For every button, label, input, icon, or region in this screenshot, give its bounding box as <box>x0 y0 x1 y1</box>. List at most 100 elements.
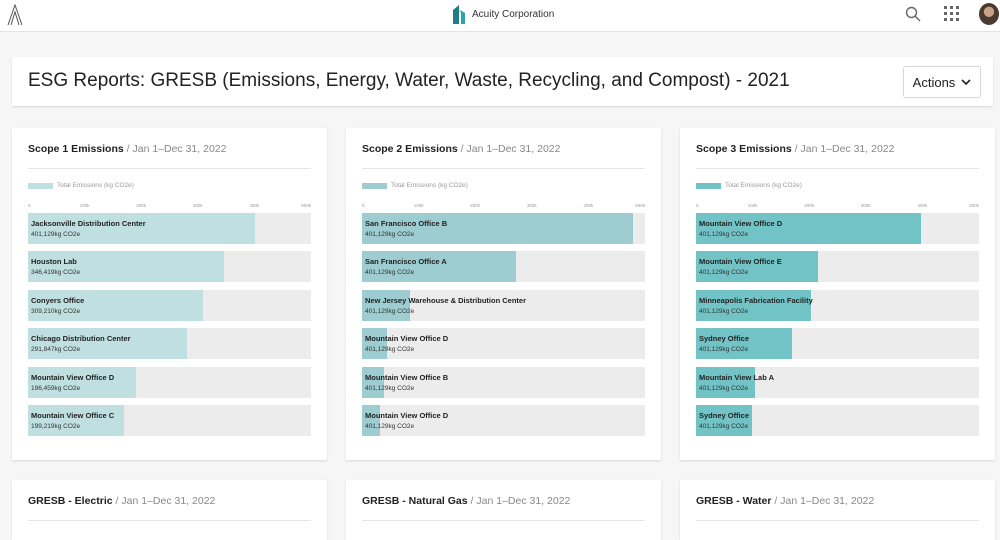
bar-name: New Jersey Warehouse & Distribution Cent… <box>365 295 527 305</box>
x-tick-label: 300k <box>526 203 537 208</box>
bar-value: 309,210kg CO2e <box>31 307 81 315</box>
divider <box>362 520 645 521</box>
x-tick-label: 0 <box>362 203 365 208</box>
bar-value: 401,129kg CO2e <box>699 384 749 392</box>
bar-fill <box>696 213 922 244</box>
chart-card: Scope 3 Emissions / Jan 1–Dec 31, 2022 To… <box>680 128 995 460</box>
divider <box>28 168 311 169</box>
bar-row[interactable]: Conyers Office 309,210kg CO2e <box>28 289 311 321</box>
chart-legend: Total Emissions (kg CO2e) <box>362 182 468 189</box>
brand: Acuity Corporation <box>452 4 554 24</box>
bar-row[interactable]: Mountain View Office D 401,129kg CO2e <box>362 328 645 360</box>
bar-value: 401,129kg CO2e <box>699 307 749 315</box>
x-axis-ticks: 0 100k 200k 300k 400k 500k <box>696 203 979 211</box>
x-tick-label: 200k <box>804 203 815 208</box>
x-axis-ticks: 0 100k 200k 300k 400k 500k <box>362 203 645 211</box>
search-icon[interactable] <box>905 6 921 27</box>
legend-label: Total Emissions (kg CO2e) <box>725 182 802 189</box>
card-period: / Jan 1–Dec 31, 2022 <box>794 143 895 155</box>
bar-row[interactable]: San Francisco Office B 401,129kg CO2e <box>362 213 645 244</box>
legend-label: Total Emissions (kg CO2e) <box>57 182 134 189</box>
bar-name: Chicago Distribution Center <box>31 334 131 344</box>
divider <box>28 520 311 521</box>
bar-row[interactable]: Mountain View Lab A 401,129kg CO2e <box>696 366 979 398</box>
x-tick-label: 100k <box>79 203 90 208</box>
bar-row[interactable]: Houston Lab 346,419kg CO2e <box>28 251 311 283</box>
bar-row[interactable]: Sydney Office 401,129kg CO2e <box>696 328 979 360</box>
card-title-text: GRESB - Electric <box>28 495 113 507</box>
bar-row[interactable]: Mountain View Office D 196,459kg CO2e <box>28 366 311 398</box>
bar-name: Jacksonville Distribution Center <box>31 219 146 228</box>
card-period: / Jan 1–Dec 31, 2022 <box>460 143 561 155</box>
card-title: GRESB - Water / Jan 1–Dec 31, 2022 <box>696 495 874 507</box>
bar-row[interactable]: Sydney Office 401,129kg CO2e <box>696 404 979 436</box>
card-title-text: GRESB - Water <box>696 495 772 507</box>
bar-name: Mountain View Office D <box>31 372 115 382</box>
bar-fill <box>362 404 381 436</box>
chart-legend: Total Emissions (kg CO2e) <box>28 182 134 189</box>
bar-fill <box>696 289 811 321</box>
bar-fill <box>362 289 411 321</box>
x-tick-label: 500k <box>635 203 645 208</box>
bar-name: Mountain View Office D <box>365 410 449 420</box>
card-title: Scope 3 Emissions / Jan 1–Dec 31, 2022 <box>696 143 894 155</box>
bar-fill <box>28 328 188 360</box>
app-logo-icon[interactable] <box>6 3 24 31</box>
x-tick-label: 500k <box>969 203 979 208</box>
bar-row[interactable]: Mountain View Office D 401,129kg CO2e <box>696 213 979 244</box>
top-bar: Acuity Corporation <box>0 0 1000 32</box>
x-tick-label: 0 <box>696 203 699 208</box>
bar-fill <box>362 251 516 283</box>
divider <box>696 168 979 169</box>
chevron-down-icon <box>961 78 971 85</box>
bar-row[interactable]: Mountain View Office B 401,129kg CO2e <box>362 366 645 398</box>
bar-name: Mountain View Office E <box>699 257 782 267</box>
bar-fill <box>362 328 387 360</box>
bar-fill <box>28 366 137 398</box>
chart-card: Scope 2 Emissions / Jan 1–Dec 31, 2022 To… <box>346 128 661 460</box>
bar-row[interactable]: Jacksonville Distribution Center 401,129k… <box>28 213 311 244</box>
bar-fill <box>28 404 125 436</box>
actions-button[interactable]: Actions <box>903 66 981 98</box>
bar-name: Minneapolis Fabrication Facility <box>699 295 813 305</box>
legend-swatch <box>28 182 53 189</box>
brand-name: Acuity Corporation <box>472 8 555 20</box>
bar-fill <box>28 251 225 283</box>
card-title: Scope 2 Emissions / Jan 1–Dec 31, 2022 <box>362 143 560 155</box>
bar-row[interactable]: Mountain View Office C 199,219kg CO2e <box>28 404 311 436</box>
bar-value: 401,129kg CO2e <box>699 231 749 238</box>
x-tick-label: 100k <box>747 203 758 208</box>
report-card: GRESB - Electric / Jan 1–Dec 31, 2022 <box>12 480 327 540</box>
legend-swatch <box>696 182 721 189</box>
bar-name: San Francisco Office A <box>365 257 447 267</box>
brand-logo-icon <box>453 5 465 24</box>
bar-name: Mountain View Office D <box>699 219 783 228</box>
card-title: Scope 1 Emissions / Jan 1–Dec 31, 2022 <box>28 143 226 155</box>
bar-row[interactable]: Mountain View Office E 401,129kg CO2e <box>696 251 979 283</box>
bar-value: 199,219kg CO2e <box>31 422 81 430</box>
bar-row[interactable]: San Francisco Office A 401,129kg CO2e <box>362 251 645 283</box>
bar-name: Conyers Office <box>31 295 85 305</box>
bar-name: Mountain View Office C <box>31 410 115 420</box>
bar-value: 401,129kg CO2e <box>699 346 749 354</box>
actions-label: Actions <box>912 74 956 90</box>
bar-value: 291,847kg CO2e <box>31 346 81 354</box>
card-title-text: Scope 2 Emissions <box>362 143 458 155</box>
bar-value: 401,129kg CO2e <box>365 384 415 392</box>
apps-grid-icon[interactable] <box>944 6 959 26</box>
bar-row[interactable]: Mountain View Office D 401,129kg CO2e <box>362 404 645 436</box>
bar-name: Sydney Office <box>699 334 750 344</box>
bar-value: 346,419kg CO2e <box>31 269 81 277</box>
bar-fill <box>696 404 753 436</box>
bar-value: 196,459kg CO2e <box>31 384 81 392</box>
bar-row[interactable]: Minneapolis Fabrication Facility 401,129k… <box>696 289 979 321</box>
bar-value: 401,129kg CO2e <box>699 422 749 430</box>
avatar[interactable] <box>979 3 999 25</box>
report-card: GRESB - Natural Gas / Jan 1–Dec 31, 2022 <box>346 480 661 540</box>
card-title: GRESB - Electric / Jan 1–Dec 31, 2022 <box>28 495 215 507</box>
report-card: GRESB - Water / Jan 1–Dec 31, 2022 <box>680 480 995 540</box>
bar-value: 401,129kg CO2e <box>365 422 415 430</box>
bar-row[interactable]: Chicago Distribution Center 291,847kg CO2… <box>28 328 311 360</box>
bar-row[interactable]: New Jersey Warehouse & Distribution Cent… <box>362 289 645 321</box>
bar-fill <box>28 213 256 244</box>
